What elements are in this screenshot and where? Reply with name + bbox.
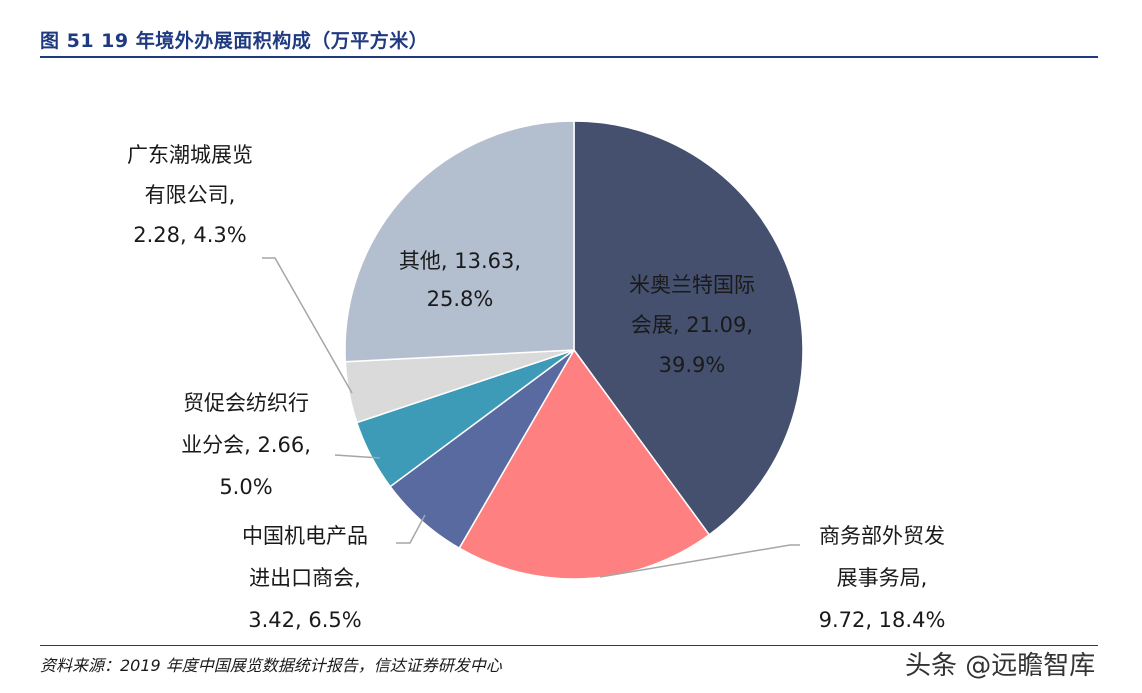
chart-title: 图 51 19 年境外办展面积构成（万平方米） — [40, 30, 429, 52]
footer-rule — [40, 645, 1098, 646]
leader-lines — [262, 257, 800, 578]
pie-slice — [573, 120, 804, 536]
slice-label: 贸促会纺织行业分会, 2.66, 5.0% — [181, 391, 311, 499]
leader-line — [396, 514, 426, 544]
slice-label: 商务部外贸发展事务局, 9.72, 18.4% — [819, 524, 946, 632]
slice-labels: 米奥兰特国际会展, 21.09, 39.9% 商务部外贸发展事务局, 9.72, 18… — [127, 143, 945, 632]
title-rule — [40, 56, 1098, 58]
source-note: 资料来源：2019 年度中国展览数据统计报告，信达证券研发中心 — [40, 656, 502, 675]
pie-slice — [344, 120, 575, 363]
leader-line — [599, 544, 800, 578]
pie-slices — [344, 120, 804, 580]
watermark: 头条 @远瞻智库 — [905, 651, 1096, 681]
leader-line — [262, 257, 353, 394]
slice-label: 中国机电产品进出口商会, 3.42, 6.5% — [242, 524, 368, 632]
pie-slice — [458, 348, 711, 580]
slice-label: 其他, 13.63, 25.8% — [399, 249, 521, 311]
slice-label: 米奥兰特国际会展, 21.09, 39.9% — [629, 273, 755, 377]
leader-line — [334, 454, 381, 459]
slice-label: 广东潮城展览有限公司, 2.28, 4.3% — [127, 143, 253, 247]
